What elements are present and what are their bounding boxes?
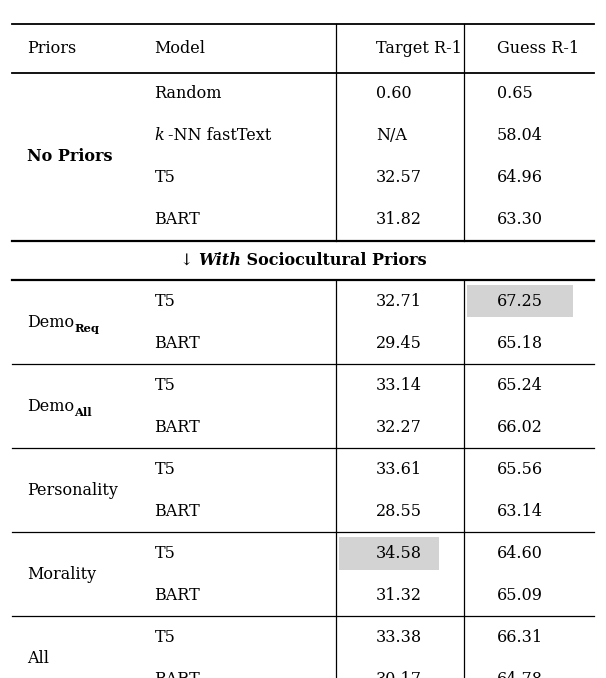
Text: 28.55: 28.55 xyxy=(376,502,422,520)
Text: 33.38: 33.38 xyxy=(376,629,422,646)
Text: BART: BART xyxy=(155,502,200,520)
Text: 33.14: 33.14 xyxy=(376,376,422,394)
Text: All: All xyxy=(27,650,49,667)
Text: BART: BART xyxy=(155,586,200,604)
Text: 31.32: 31.32 xyxy=(376,586,422,604)
Text: Priors: Priors xyxy=(27,39,76,57)
Text: Random: Random xyxy=(155,85,222,102)
Text: T5: T5 xyxy=(155,169,175,186)
Text: 0.65: 0.65 xyxy=(497,85,533,102)
Text: Target R-1: Target R-1 xyxy=(376,39,462,57)
Text: With: With xyxy=(198,252,241,269)
Text: T5: T5 xyxy=(155,544,175,562)
Text: Personality: Personality xyxy=(27,481,118,499)
Text: k: k xyxy=(155,127,164,144)
Text: BART: BART xyxy=(155,418,200,436)
Text: T5: T5 xyxy=(155,376,175,394)
Text: 34.58: 34.58 xyxy=(376,544,422,562)
Text: 67.25: 67.25 xyxy=(497,292,543,310)
Text: Morality: Morality xyxy=(27,565,96,583)
Text: T5: T5 xyxy=(155,292,175,310)
Text: 65.09: 65.09 xyxy=(497,586,543,604)
Text: -NN fastText: -NN fastText xyxy=(168,127,271,144)
Text: BART: BART xyxy=(155,211,200,228)
Text: BART: BART xyxy=(155,671,200,678)
Bar xyxy=(467,285,573,317)
Text: 30.17: 30.17 xyxy=(376,671,422,678)
Text: N/A: N/A xyxy=(376,127,407,144)
Text: 65.18: 65.18 xyxy=(497,334,543,352)
Text: T5: T5 xyxy=(155,460,175,478)
Text: ↓: ↓ xyxy=(179,252,198,269)
Text: 63.30: 63.30 xyxy=(497,211,543,228)
Text: 29.45: 29.45 xyxy=(376,334,422,352)
Text: 65.56: 65.56 xyxy=(497,460,543,478)
Text: 66.31: 66.31 xyxy=(497,629,543,646)
Text: Sociocultural Priors: Sociocultural Priors xyxy=(241,252,427,269)
Text: 58.04: 58.04 xyxy=(497,127,543,144)
Text: 0.60: 0.60 xyxy=(376,85,411,102)
Text: Guess R-1: Guess R-1 xyxy=(497,39,579,57)
Text: No Priors: No Priors xyxy=(27,148,113,165)
Text: Model: Model xyxy=(155,39,205,57)
Text: 33.61: 33.61 xyxy=(376,460,422,478)
Text: Demo: Demo xyxy=(27,313,75,331)
Bar xyxy=(339,537,439,570)
Text: 66.02: 66.02 xyxy=(497,418,543,436)
Text: 32.27: 32.27 xyxy=(376,418,422,436)
Text: 64.96: 64.96 xyxy=(497,169,543,186)
Text: All: All xyxy=(75,407,92,418)
Text: 32.57: 32.57 xyxy=(376,169,422,186)
Text: 64.60: 64.60 xyxy=(497,544,543,562)
Text: 63.14: 63.14 xyxy=(497,502,543,520)
Text: T5: T5 xyxy=(155,629,175,646)
Text: 32.71: 32.71 xyxy=(376,292,422,310)
Text: Demo: Demo xyxy=(27,397,75,415)
Text: 65.24: 65.24 xyxy=(497,376,543,394)
Text: 64.78: 64.78 xyxy=(497,671,543,678)
Text: Req: Req xyxy=(75,323,99,334)
Text: BART: BART xyxy=(155,334,200,352)
Text: 31.82: 31.82 xyxy=(376,211,422,228)
